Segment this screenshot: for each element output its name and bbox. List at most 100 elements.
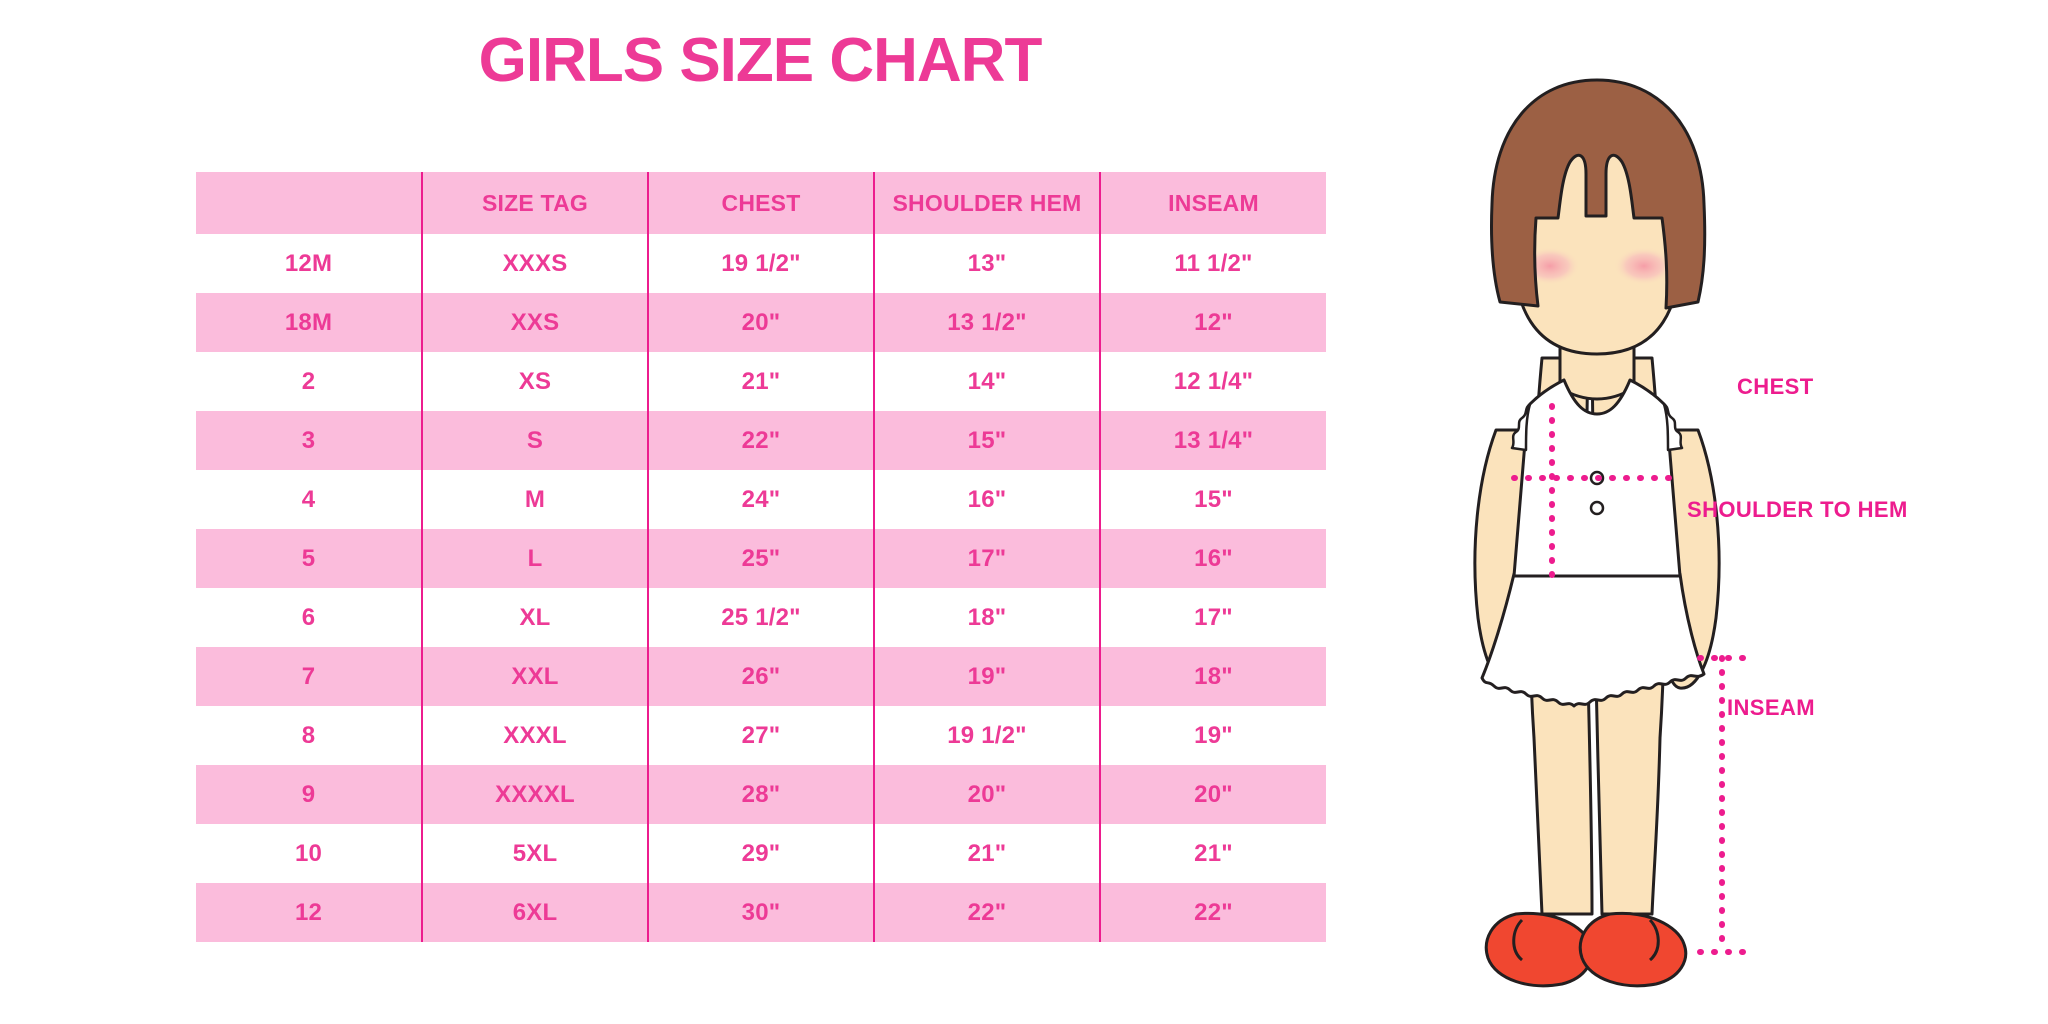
cell-chest: 20" xyxy=(647,293,874,352)
cell-shoulder-hem: 21" xyxy=(873,824,1100,883)
shoes-group xyxy=(1484,911,1688,988)
cell-size-tag: 6XL xyxy=(421,883,648,942)
cell-size: 4 xyxy=(196,470,422,529)
girl-figure-svg xyxy=(1473,78,1747,988)
cell-inseam: 21" xyxy=(1099,824,1326,883)
cell-size: 12 xyxy=(196,883,422,942)
cell-inseam: 13 1/4" xyxy=(1099,411,1326,470)
head-group xyxy=(1489,78,1707,356)
cell-chest: 29" xyxy=(647,824,874,883)
hair xyxy=(1489,78,1707,310)
cell-size-tag: XXL xyxy=(421,647,648,706)
cell-chest: 30" xyxy=(647,883,874,942)
table-header: SIZE TAG CHEST SHOULDER HEM INSEAM xyxy=(196,172,1326,234)
cell-size-tag: 5XL xyxy=(421,824,648,883)
cell-chest: 19 1/2" xyxy=(647,234,874,293)
page-title: GIRLS SIZE CHART xyxy=(478,26,1043,95)
cell-size: 5 xyxy=(196,529,422,588)
cell-size: 3 xyxy=(196,411,422,470)
cell-chest: 28" xyxy=(647,765,874,824)
cell-size: 8 xyxy=(196,706,422,765)
cell-size: 6 xyxy=(196,588,422,647)
cell-chest: 21" xyxy=(647,352,874,411)
cell-size: 12M xyxy=(196,234,422,293)
cell-shoulder-hem: 13 1/2" xyxy=(873,293,1100,352)
right-shoulder-ruffle xyxy=(1662,402,1684,452)
cell-size-tag: XXXL xyxy=(421,706,648,765)
cell-inseam: 17" xyxy=(1099,588,1326,647)
table-row: 2 XS 21" 14" 12 1/4" xyxy=(196,352,1326,411)
cell-inseam: 19" xyxy=(1099,706,1326,765)
cell-inseam: 18" xyxy=(1099,647,1326,706)
cell-size: 7 xyxy=(196,647,422,706)
cell-shoulder-hem: 13" xyxy=(873,234,1100,293)
cell-shoulder-hem: 20" xyxy=(873,765,1100,824)
cell-size: 18M xyxy=(196,293,422,352)
cell-inseam: 11 1/2" xyxy=(1099,234,1326,293)
cell-size-tag: M xyxy=(421,470,648,529)
cell-inseam: 22" xyxy=(1099,883,1326,942)
header-cell-shoulder-hem: SHOULDER HEM xyxy=(873,172,1100,234)
cell-size-tag: XL xyxy=(421,588,648,647)
button-bottom xyxy=(1589,500,1605,516)
cell-size-tag: S xyxy=(421,411,648,470)
cell-shoulder-hem: 14" xyxy=(873,352,1100,411)
cell-chest: 26" xyxy=(647,647,874,706)
blush-right xyxy=(1614,247,1674,285)
header-cell-inseam: INSEAM xyxy=(1099,172,1326,234)
cell-inseam: 12 1/4" xyxy=(1099,352,1326,411)
table-row: 8 XXXL 27" 19 1/2" 19" xyxy=(196,706,1326,765)
cell-chest: 24" xyxy=(647,470,874,529)
table-row: 18M XXS 20" 13 1/2" 12" xyxy=(196,293,1326,352)
left-shoulder-ruffle xyxy=(1510,402,1532,452)
cell-shoulder-hem: 18" xyxy=(873,588,1100,647)
cell-chest: 25 1/2" xyxy=(647,588,874,647)
header-cell-size xyxy=(196,172,422,234)
size-chart-table: SIZE TAG CHEST SHOULDER HEM INSEAM 12M XX… xyxy=(196,172,1326,942)
header-cell-chest: CHEST xyxy=(647,172,874,234)
cell-shoulder-hem: 15" xyxy=(873,411,1100,470)
header-row: SIZE TAG CHEST SHOULDER HEM INSEAM xyxy=(196,172,1326,234)
table-row: 12M XXXS 19 1/2" 13" 11 1/2" xyxy=(196,234,1326,293)
cell-chest: 25" xyxy=(647,529,874,588)
table-row: 9 XXXXL 28" 20" 20" xyxy=(196,765,1326,824)
cell-size-tag: XS xyxy=(421,352,648,411)
header-cell-size-tag: SIZE TAG xyxy=(421,172,648,234)
cell-inseam: 15" xyxy=(1099,470,1326,529)
cell-size-tag: XXS xyxy=(421,293,648,352)
callout-inseam: INSEAM xyxy=(1727,695,1815,720)
girl-illustration xyxy=(1430,58,1750,988)
cell-inseam: 12" xyxy=(1099,293,1326,352)
cell-size: 2 xyxy=(196,352,422,411)
cell-shoulder-hem: 22" xyxy=(873,883,1100,942)
table-row: 12 6XL 30" 22" 22" xyxy=(196,883,1326,942)
cell-shoulder-hem: 17" xyxy=(873,529,1100,588)
cell-size-tag: XXXXL xyxy=(421,765,648,824)
callout-shoulder-to-hem: SHOULDER TO HEM xyxy=(1687,497,1908,522)
cell-inseam: 16" xyxy=(1099,529,1326,588)
table-row: 4 M 24" 16" 15" xyxy=(196,470,1326,529)
table-row: 7 XXL 26" 19" 18" xyxy=(196,647,1326,706)
left-shoe-strap xyxy=(1512,918,1524,962)
right-shoe xyxy=(1578,911,1688,988)
cell-size: 10 xyxy=(196,824,422,883)
table-body: 12M XXXS 19 1/2" 13" 11 1/2" 18M XXS 20" 13 1/2"… xyxy=(196,234,1326,942)
cell-size-tag: XXXS xyxy=(421,234,648,293)
cell-inseam: 20" xyxy=(1099,765,1326,824)
right-shoe-strap xyxy=(1648,918,1660,962)
left-shoe xyxy=(1484,911,1594,988)
table-row: 5 L 25" 17" 16" xyxy=(196,529,1326,588)
cell-chest: 27" xyxy=(647,706,874,765)
cell-shoulder-hem: 19 1/2" xyxy=(873,706,1100,765)
cell-chest: 22" xyxy=(647,411,874,470)
cell-shoulder-hem: 16" xyxy=(873,470,1100,529)
cell-size-tag: L xyxy=(421,529,648,588)
table-row: 6 XL 25 1/2" 18" 17" xyxy=(196,588,1326,647)
callout-chest: CHEST xyxy=(1737,374,1814,399)
table-row: 10 5XL 29" 21" 21" xyxy=(196,824,1326,883)
cell-size: 9 xyxy=(196,765,422,824)
table-row: 3 S 22" 15" 13 1/4" xyxy=(196,411,1326,470)
skirt xyxy=(1480,572,1706,708)
cell-shoulder-hem: 19" xyxy=(873,647,1100,706)
